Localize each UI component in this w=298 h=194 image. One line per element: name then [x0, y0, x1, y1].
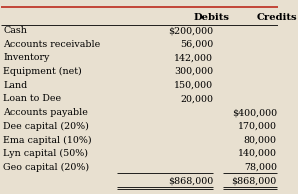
- Text: 140,000: 140,000: [238, 149, 277, 158]
- Text: Debits: Debits: [194, 13, 229, 22]
- Text: Geo capital (20%): Geo capital (20%): [4, 163, 90, 172]
- Text: Equipment (net): Equipment (net): [4, 67, 82, 76]
- Text: 80,000: 80,000: [244, 135, 277, 145]
- Text: 170,000: 170,000: [238, 122, 277, 131]
- Text: Accounts payable: Accounts payable: [4, 108, 88, 117]
- Text: Inventory: Inventory: [4, 53, 50, 62]
- Text: Accounts receivable: Accounts receivable: [4, 40, 101, 49]
- Text: $868,000: $868,000: [168, 177, 213, 185]
- Text: $868,000: $868,000: [232, 177, 277, 185]
- Text: Lyn capital (50%): Lyn capital (50%): [4, 149, 89, 158]
- Text: 56,000: 56,000: [180, 40, 213, 49]
- Text: $200,000: $200,000: [168, 26, 213, 35]
- Text: Credits: Credits: [257, 13, 297, 22]
- Text: Land: Land: [4, 81, 28, 90]
- Text: Dee capital (20%): Dee capital (20%): [4, 122, 89, 131]
- Text: 150,000: 150,000: [174, 81, 213, 90]
- Text: Loan to Dee: Loan to Dee: [4, 94, 62, 103]
- Text: 78,000: 78,000: [244, 163, 277, 172]
- Text: 20,000: 20,000: [180, 94, 213, 103]
- Text: Cash: Cash: [4, 26, 27, 35]
- Text: 300,000: 300,000: [174, 67, 213, 76]
- Text: Ema capital (10%): Ema capital (10%): [4, 135, 92, 145]
- Text: $400,000: $400,000: [232, 108, 277, 117]
- Text: 142,000: 142,000: [174, 53, 213, 62]
